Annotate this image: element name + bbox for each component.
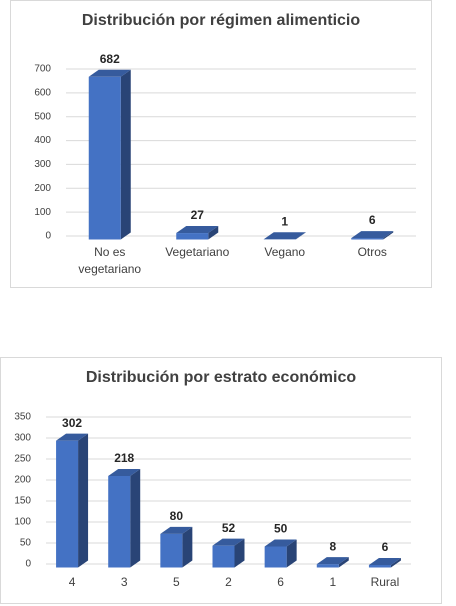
bar-side: [120, 69, 131, 240]
x-tick-label: 5: [173, 575, 180, 589]
bar-top: [88, 69, 131, 77]
bar-front: [56, 440, 79, 568]
bar: [56, 433, 89, 568]
x-tick-label: Otros: [357, 245, 387, 259]
chart: Distribución por régimen alimenticio 0 10…: [10, 0, 432, 288]
bar: [212, 538, 245, 568]
bar-side: [78, 433, 89, 568]
bar-front: [88, 76, 121, 240]
y-tick-label: 150: [14, 496, 31, 507]
data-label: 6: [369, 213, 376, 227]
bar-front: [108, 475, 131, 568]
data-label: 1: [281, 214, 288, 228]
y-tick-label: 0: [25, 559, 31, 570]
bar-top: [108, 468, 141, 476]
bar-side: [338, 557, 349, 568]
y-tick-label: 600: [34, 87, 51, 98]
data-label: 302: [62, 416, 82, 430]
y-tick-label: 300: [34, 159, 51, 170]
x-tick-label: 4: [69, 575, 76, 589]
bar-side: [234, 538, 245, 568]
y-tick-label: 200: [34, 183, 51, 194]
bar-side: [208, 226, 219, 240]
bar-front: [264, 546, 287, 568]
bar-side: [182, 526, 193, 568]
bar-side: [383, 231, 394, 240]
bar: [368, 557, 401, 568]
y-tick-label: 400: [34, 135, 51, 146]
bar-side: [390, 557, 401, 568]
x-tick-label: 1: [329, 575, 336, 589]
bar-front: [176, 233, 209, 240]
bar-top: [176, 226, 219, 234]
x-tick-label-box: Otros: [357, 245, 387, 259]
chart: Distribución por estrato económico 0 50 10…: [0, 357, 442, 604]
x-tick-label: 6: [277, 575, 284, 589]
y-tick-label: 350: [14, 412, 31, 423]
x-tick-label: Rural: [371, 575, 400, 589]
x-tick-label-box: Vegetariano: [165, 245, 230, 259]
x-tick-label-box: No es vegetariano: [78, 245, 142, 276]
data-label: 27: [191, 208, 205, 222]
bar-top: [263, 232, 306, 240]
bar-front: [351, 238, 384, 240]
bar: [316, 557, 349, 568]
bar-top: [264, 539, 297, 547]
bar-side: [130, 468, 141, 568]
y-tick-label: 200: [14, 475, 31, 486]
chart-title: Distribución por estrato económico: [86, 369, 356, 386]
data-label: 6: [382, 540, 389, 554]
bar-front: [368, 564, 391, 568]
x-tick-label: Vegetariano: [165, 245, 230, 259]
bar: [263, 232, 306, 240]
bar: [351, 231, 394, 240]
data-label: 80: [170, 509, 184, 523]
y-tick-label: 700: [34, 64, 51, 75]
bar: [160, 526, 193, 568]
x-tick-label-box: Vegano: [264, 245, 306, 259]
bar-top: [316, 557, 349, 565]
bar-front: [316, 564, 339, 568]
bar: [108, 468, 141, 568]
x-tick-label: 2: [225, 575, 232, 589]
y-tick-label: 50: [20, 538, 32, 549]
y-tick-label: 100: [14, 517, 31, 528]
x-tick-label: Vegano: [264, 245, 306, 259]
data-label: 52: [222, 521, 236, 535]
data-label: 218: [114, 451, 134, 465]
data-label: 682: [100, 52, 120, 66]
bar: [264, 539, 297, 568]
bar-front: [160, 533, 183, 568]
y-tick-label: 100: [34, 207, 51, 218]
bar: [88, 69, 131, 240]
bar-side: [286, 539, 297, 568]
x-tick-label: No es vegetariano: [78, 245, 142, 276]
bar: [176, 226, 219, 240]
y-tick-label: 250: [14, 454, 31, 465]
bar-side: [295, 232, 306, 240]
chart-title: Distribución por régimen alimenticio: [82, 12, 360, 29]
bar-top: [160, 526, 193, 534]
x-tick-label: 3: [121, 575, 128, 589]
y-tick-label: 300: [14, 433, 31, 444]
bar-top: [351, 231, 394, 239]
bar-top: [212, 538, 245, 546]
y-tick-label: 500: [34, 111, 51, 122]
data-label: 8: [329, 539, 336, 553]
bar-top: [56, 433, 89, 441]
bar-top: [368, 557, 401, 565]
data-label: 50: [274, 522, 288, 536]
bar-front: [212, 545, 235, 568]
y-tick-label: 0: [45, 231, 51, 242]
